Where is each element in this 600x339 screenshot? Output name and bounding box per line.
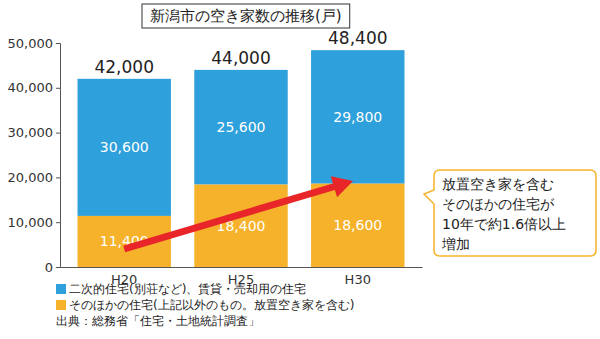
y-tick-mark xyxy=(56,43,60,44)
annotation-box xyxy=(424,170,596,256)
x-axis-line xyxy=(61,267,423,268)
arrow-shaft xyxy=(124,185,339,249)
y-tick-label: 10,000 xyxy=(8,215,54,230)
annotation-text: 10年で約1.6倍以上 xyxy=(442,216,566,232)
bar xyxy=(311,184,404,267)
title-box xyxy=(142,4,350,28)
y-tick: 0 xyxy=(45,260,60,275)
y-tick: 40,000 xyxy=(8,80,61,95)
legend-label: そのほかの住宅(上記以外のもの。放置空き家を含む) xyxy=(69,298,354,312)
title: 新潟市の空き家数の推移(戸) xyxy=(150,7,342,25)
y-tick: 50,000 xyxy=(8,36,61,51)
x-tick: H30 xyxy=(345,267,371,287)
arrow xyxy=(124,176,353,249)
y-tick-label: 50,000 xyxy=(8,36,54,51)
y-tick-label: 40,000 xyxy=(8,80,54,95)
y-tick: 10,000 xyxy=(8,215,61,230)
totals: 42,000 44,000 48,400 xyxy=(94,28,387,77)
annotation-text: 増加 xyxy=(441,236,470,252)
legend-label: 二次的住宅(別荘など)、賃貸・売却用の住宅 xyxy=(69,282,306,296)
bars xyxy=(78,50,405,267)
y-tick: 20,000 xyxy=(8,170,61,185)
y-axis-line xyxy=(56,44,61,268)
bar xyxy=(194,70,287,185)
legend-swatch xyxy=(56,284,66,294)
total-label: 44,000 xyxy=(211,48,270,68)
legend-swatch xyxy=(56,300,66,310)
y-tick-mark xyxy=(56,222,60,223)
total-label: 42,000 xyxy=(94,57,153,77)
data-label: 30,600 xyxy=(100,139,149,155)
source: 出典：総務省「住宅・土地統計調査」 xyxy=(56,314,260,328)
data-label: 29,800 xyxy=(333,109,382,125)
chart: 新潟市の空き家数の推移(戸) 0 10,000 20,000 30,000 40,000 5… xyxy=(0,0,600,339)
y-tick-mark xyxy=(56,133,60,134)
arrow-head xyxy=(331,176,353,197)
data-label: 25,600 xyxy=(217,119,266,135)
y-tick-label: 0 xyxy=(45,260,53,275)
y-axis: 0 10,000 20,000 30,000 40,000 50,000 xyxy=(8,36,61,275)
bar xyxy=(311,50,404,184)
y-tick: 30,000 xyxy=(8,125,61,140)
x-tick-label: H30 xyxy=(345,272,371,287)
y-tick-mark xyxy=(56,177,60,178)
annotation-text: 放置空き家を含む xyxy=(442,176,554,192)
title-group: 新潟市の空き家数の推移(戸) xyxy=(142,4,350,28)
total-label: 48,400 xyxy=(328,28,387,48)
y-tick-label: 20,000 xyxy=(8,170,54,185)
y-tick-mark xyxy=(56,88,60,89)
bar xyxy=(78,79,171,216)
y-tick-label: 30,000 xyxy=(8,125,54,140)
y-tick-mark xyxy=(56,267,60,268)
data-label: 18,600 xyxy=(333,217,382,233)
annotation: 放置空き家を含むそのほかの住宅が 10年で約1.6倍以上増加 xyxy=(424,170,596,256)
legend: 二次的住宅(別荘など)、賃貸・売却用の住宅そのほかの住宅(上記以外のもの。放置空… xyxy=(56,282,354,312)
annotation-text: そのほかの住宅が xyxy=(442,196,555,212)
data-labels: 30,60025,60029,80011,40018,40018,600 xyxy=(100,109,383,250)
